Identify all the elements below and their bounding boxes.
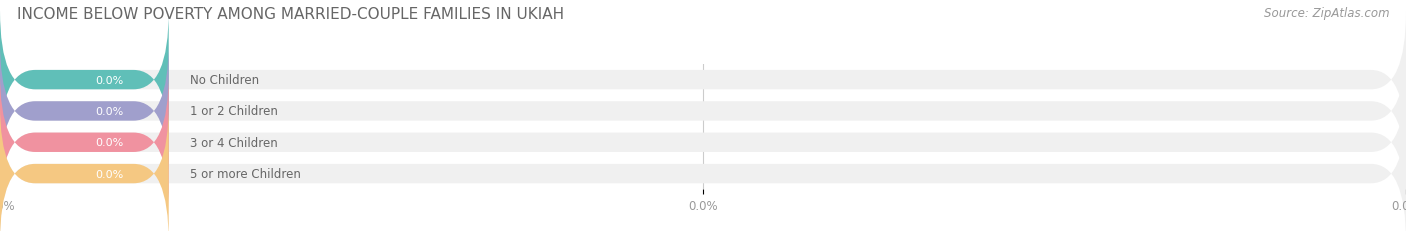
FancyBboxPatch shape bbox=[0, 43, 169, 180]
Text: 0.0%: 0.0% bbox=[96, 169, 124, 179]
Text: 3 or 4 Children: 3 or 4 Children bbox=[190, 136, 277, 149]
Text: 5 or more Children: 5 or more Children bbox=[190, 167, 301, 180]
FancyBboxPatch shape bbox=[0, 106, 1406, 231]
FancyBboxPatch shape bbox=[0, 74, 1406, 211]
Text: No Children: No Children bbox=[190, 74, 259, 87]
Text: INCOME BELOW POVERTY AMONG MARRIED-COUPLE FAMILIES IN UKIAH: INCOME BELOW POVERTY AMONG MARRIED-COUPL… bbox=[17, 7, 564, 22]
FancyBboxPatch shape bbox=[0, 106, 169, 231]
FancyBboxPatch shape bbox=[0, 12, 169, 149]
FancyBboxPatch shape bbox=[0, 43, 1406, 180]
Text: 0.0%: 0.0% bbox=[96, 138, 124, 148]
Text: 1 or 2 Children: 1 or 2 Children bbox=[190, 105, 278, 118]
FancyBboxPatch shape bbox=[0, 74, 169, 211]
FancyBboxPatch shape bbox=[0, 12, 1406, 149]
Text: 0.0%: 0.0% bbox=[96, 75, 124, 85]
Text: 0.0%: 0.0% bbox=[96, 106, 124, 116]
Text: Source: ZipAtlas.com: Source: ZipAtlas.com bbox=[1264, 7, 1389, 20]
